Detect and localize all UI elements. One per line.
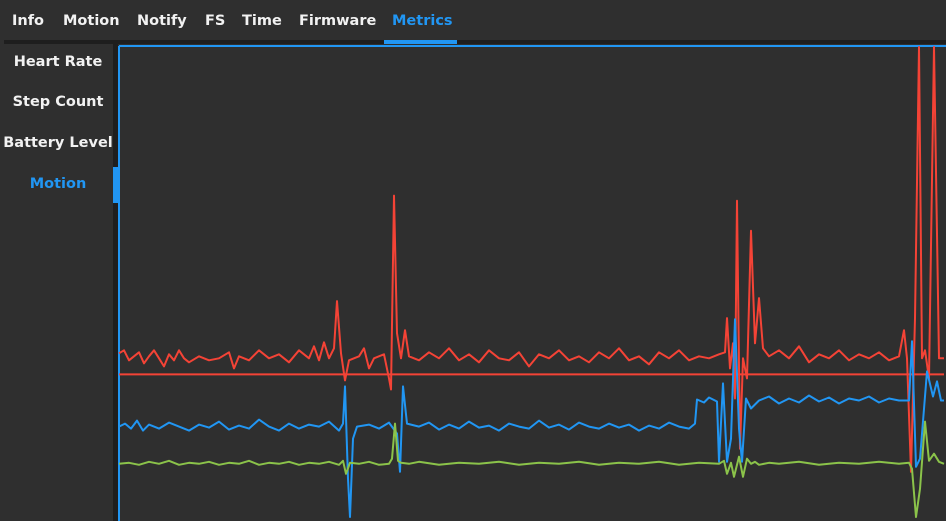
chart-svg	[118, 45, 946, 521]
sidebar-scrollbar[interactable]	[113, 44, 118, 521]
tab-firmware[interactable]: Firmware	[299, 13, 377, 29]
series-line-2	[118, 420, 945, 518]
tab-time[interactable]: Time	[242, 13, 282, 29]
tab-divider	[4, 40, 946, 44]
tab-notify[interactable]: Notify	[137, 13, 187, 29]
tab-metrics[interactable]: Metrics	[392, 13, 453, 29]
sidebar-item-heart-rate[interactable]: Heart Rate	[13, 54, 103, 70]
sidebar: Heart Rate Step Count Battery Level Moti…	[0, 44, 114, 521]
series-line-0	[118, 46, 944, 473]
tab-bar: Info Motion Notify FS Time Firmware Metr…	[0, 0, 946, 42]
sidebar-item-battery-level[interactable]: Battery Level	[3, 135, 113, 151]
sidebar-active-indicator	[113, 167, 118, 203]
tab-info[interactable]: Info	[12, 13, 44, 29]
active-tab-indicator	[384, 40, 457, 44]
tab-motion[interactable]: Motion	[63, 13, 120, 29]
sidebar-item-step-count[interactable]: Step Count	[12, 94, 104, 110]
motion-chart	[118, 45, 946, 521]
tab-fs[interactable]: FS	[205, 13, 226, 29]
series-line-1	[118, 318, 944, 518]
sidebar-item-motion[interactable]: Motion	[29, 176, 87, 192]
